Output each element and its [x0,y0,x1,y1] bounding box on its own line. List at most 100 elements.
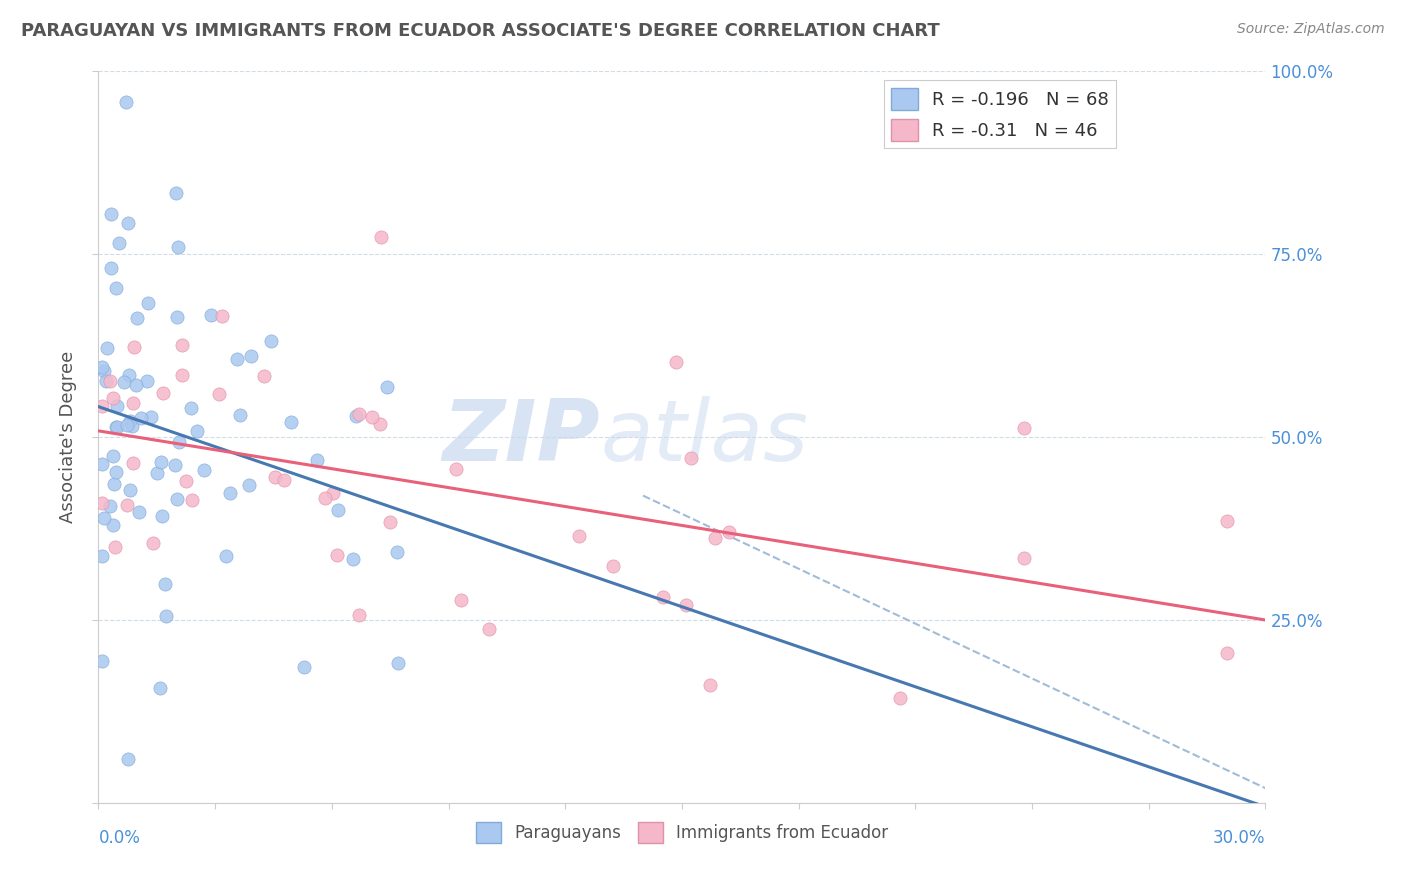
Point [91,549,114,563]
Text: 0.0%: 0.0% [98,829,141,847]
Point [170,338,193,352]
Point [347,608,370,623]
Point [101,450,124,464]
Point [91,359,114,374]
Point [292,660,315,674]
Point [100,261,122,276]
Point [96,374,118,388]
Point [93,363,115,377]
Point [93,511,115,525]
Point [602,559,624,574]
Point [122,341,145,355]
Point [127,311,149,326]
Point [259,334,281,349]
Point [125,378,148,392]
Point [370,230,392,244]
Point [568,529,591,543]
Point [699,678,721,692]
Point [305,452,328,467]
Point [142,536,165,550]
Point [450,593,472,607]
Point [104,540,127,554]
Point [108,236,131,251]
Point [165,458,187,472]
Point [238,478,260,492]
Point [889,690,911,705]
Point [169,435,191,450]
Point [136,295,159,310]
Point [347,407,370,421]
Point [129,410,152,425]
Point [360,410,382,425]
Point [121,419,143,434]
Point [139,410,162,425]
Text: Source: ZipAtlas.com: Source: ZipAtlas.com [1237,22,1385,37]
Point [344,409,367,423]
Point [114,95,136,110]
Point [1012,421,1035,435]
Point [181,493,204,508]
Point [368,417,391,431]
Point [91,399,114,413]
Point [104,281,127,295]
Point [100,207,122,221]
Point [387,656,409,670]
Point [166,310,188,324]
Point [1215,515,1237,529]
Point [98,499,121,513]
Point [107,399,129,413]
Point [387,545,409,559]
Point [180,401,202,415]
Point [375,379,398,393]
Point [314,491,336,505]
Point [326,548,349,562]
Point [120,414,142,428]
Point [328,503,350,517]
Point [444,461,467,475]
Point [211,309,233,323]
Point [104,465,127,479]
Text: PARAGUAYAN VS IMMIGRANTS FROM ECUADOR ASSOCIATE'S DEGREE CORRELATION CHART: PARAGUAYAN VS IMMIGRANTS FROM ECUADOR AS… [21,22,939,40]
Point [675,598,697,612]
Point [91,654,114,668]
Point [91,457,114,471]
Point [118,368,141,382]
Point [165,186,187,201]
Point [155,577,177,591]
Point [128,505,150,519]
Point [98,374,121,388]
Legend: Paraguayans, Immigrants from Ecuador: Paraguayans, Immigrants from Ecuador [470,815,894,849]
Point [91,496,114,510]
Point [150,508,173,523]
Point [115,498,138,512]
Point [280,415,302,429]
Point [215,549,238,564]
Point [135,374,157,388]
Point [208,387,231,401]
Point [121,457,143,471]
Point [681,451,703,466]
Point [219,485,242,500]
Point [167,240,190,254]
Point [380,515,402,529]
Point [342,551,364,566]
Point [718,524,741,539]
Point [117,216,139,230]
Point [226,352,249,367]
Text: 30.0%: 30.0% [1213,829,1265,847]
Point [166,491,188,506]
Point [229,408,252,422]
Text: atlas: atlas [600,395,808,479]
Point [703,532,725,546]
Point [117,752,139,766]
Point [101,517,124,532]
Point [200,308,222,322]
Point [322,486,344,500]
Point [665,355,688,369]
Point [149,681,172,696]
Point [273,473,295,487]
Text: ZIP: ZIP [443,395,600,479]
Point [115,418,138,433]
Point [152,385,174,400]
Point [103,392,125,406]
